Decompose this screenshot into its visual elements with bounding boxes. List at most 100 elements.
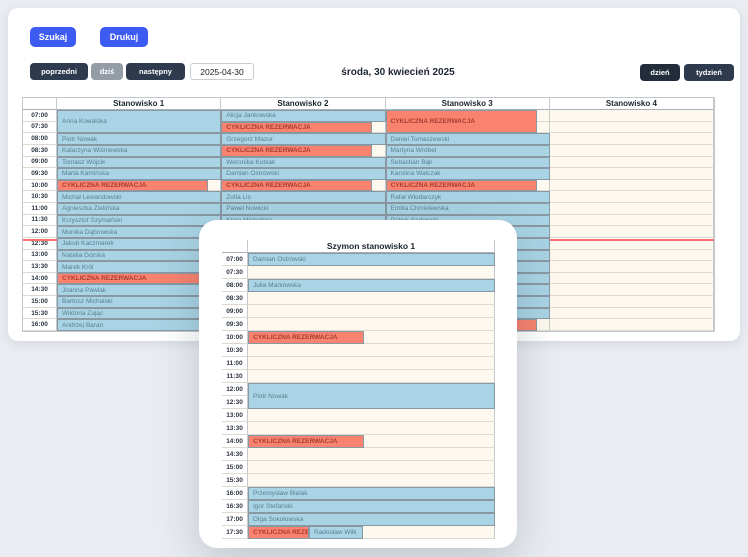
event-booking[interactable]: Marta Kamińska [57,168,222,180]
event-booking[interactable]: Emilia Chmielewska [385,203,550,215]
event-booking[interactable]: Andrzej Baran [57,319,222,331]
event-recurring[interactable]: CYKLICZNA REZERWACJA [57,272,209,285]
event-booking[interactable]: Radosław Wilk [309,526,364,539]
slot-cell[interactable] [549,191,714,204]
slot-cell[interactable] [549,144,714,157]
slot-cell[interactable] [248,344,495,357]
slot-cell[interactable] [248,370,495,383]
event-booking[interactable]: Marek Król [57,261,222,273]
slot-cell[interactable] [549,179,714,192]
previous-day-button[interactable]: poprzedni [30,63,88,80]
time-label: 16:00 [222,487,248,500]
event-recurring[interactable]: CYKLICZNA REZERWACJA [248,526,309,539]
event-booking[interactable]: Katarzyna Wiśniewska [57,144,222,157]
slot-cell[interactable] [248,318,495,331]
event-booking[interactable]: Jakub Kaczmarek [57,237,222,250]
slot-cell[interactable] [549,214,714,227]
slot-cell[interactable] [248,357,495,370]
time-label: 11:30 [222,370,248,383]
event-recurring[interactable]: CYKLICZNA REZERWACJA [248,435,365,448]
slot-cell[interactable] [248,422,495,435]
event-booking[interactable]: Joanna Pawlak [57,284,222,297]
event-booking[interactable]: Natalia Górska [57,249,222,262]
event-booking[interactable]: Tomasz Wójcik [57,156,222,169]
event-booking[interactable]: Daniel Tomaszewski [385,133,550,145]
time-label: 12:00 [23,226,57,238]
next-day-button[interactable]: następny [126,63,185,80]
event-booking[interactable]: Damian Ostrowski [221,168,386,180]
event-booking[interactable]: Przemysław Bielak [248,487,495,500]
slot-cell[interactable] [248,409,495,422]
time-label: 15:30 [222,474,248,487]
time-label: 14:30 [222,448,248,461]
column-header: Szymon stanowisko 1 [248,240,495,253]
event-booking[interactable]: Piotr Nowak [57,133,222,145]
event-booking[interactable]: Grzegorz Mazur [221,133,386,145]
slot-cell[interactable] [549,226,714,238]
slot-cell[interactable] [549,261,714,273]
event-booking[interactable]: Wiktoria Zając [57,307,222,320]
event-booking[interactable]: Weronika Kubiak [221,156,386,169]
event-booking[interactable]: Zofia Lis [221,191,386,204]
slot-cell[interactable] [549,249,714,262]
event-booking[interactable]: Igor Stefański [248,500,495,513]
slot-cell[interactable] [248,474,495,487]
event-booking[interactable]: Bartosz Michalski [57,296,222,308]
time-label: 17:30 [222,526,248,539]
week-view-button[interactable]: tydzień [684,64,734,81]
time-label: 08:00 [222,279,248,292]
slot-cell[interactable] [549,110,714,122]
event-booking[interactable]: Paweł Nowicki [221,203,386,215]
slot-cell[interactable] [549,296,714,308]
slot-cell[interactable] [248,461,495,474]
slot-cell[interactable] [549,133,714,145]
event-booking[interactable]: Michał Lewandowski [57,191,222,204]
event-booking[interactable]: Krzysztof Szymański [57,214,222,227]
event-booking[interactable]: Damian Ostrowski [248,253,495,266]
time-label: 15:00 [23,296,57,308]
slot-cell[interactable] [248,305,495,318]
today-button[interactable]: dziś [91,63,123,80]
event-booking[interactable]: Julia Markowska [248,279,495,292]
event-booking[interactable]: Olga Sokołowska [248,513,495,526]
time-label: 10:30 [222,344,248,357]
slot-cell[interactable] [549,284,714,297]
time-label: 11:30 [23,214,57,227]
slot-cell[interactable] [549,168,714,180]
event-booking[interactable]: Monika Dąbrowska [57,226,222,238]
slot-cell[interactable] [549,203,714,215]
event-booking[interactable]: Alicja Jankowska [221,110,386,122]
event-booking[interactable]: Karolina Walczak [385,168,550,180]
event-recurring[interactable]: CYKLICZNA REZERWACJA [248,331,365,344]
time-column-header [222,240,248,253]
slot-cell[interactable] [549,156,714,169]
print-button[interactable]: Drukuj [100,27,148,47]
slot-cell[interactable] [549,307,714,320]
event-booking[interactable]: Agnieszka Zielińska [57,203,222,215]
event-booking[interactable]: Sebastian Bąk [385,156,550,169]
event-recurring[interactable]: CYKLICZNA REZERWACJA [57,179,209,192]
day-view-button[interactable]: dzień [640,64,680,81]
slot-cell[interactable] [549,121,714,134]
time-label: 15:00 [222,461,248,474]
event-booking[interactable]: Rafał Włodarczyk [385,191,550,204]
event-recurring[interactable]: CYKLICZNA REZERWACJA [385,179,537,192]
slot-cell[interactable] [248,292,495,305]
slot-cell[interactable] [549,319,714,331]
event-recurring[interactable]: CYKLICZNA REZERWACJA [221,144,373,157]
slot-cell[interactable] [549,237,714,250]
employee-schedule-modal: Szymon stanowisko 1 07:00 07:30 08:00 08:30 0… [199,220,517,548]
time-label: 09:30 [222,318,248,331]
event-recurring[interactable]: CYKLICZNA REZERWACJA [221,179,373,192]
event-booking[interactable]: Piotr Nowak [248,383,495,409]
slot-cell[interactable] [248,448,495,461]
time-label: 11:00 [222,357,248,370]
slot-cell[interactable] [549,272,714,285]
event-booking[interactable]: Anna Kowalska [57,110,222,134]
event-recurring[interactable]: CYKLICZNA REZERWACJA [385,110,537,134]
event-recurring[interactable]: CYKLICZNA REZERWACJA [221,121,373,134]
search-button[interactable]: Szukaj [30,27,76,47]
event-booking[interactable]: Martyna Wróbel [385,144,550,157]
slot-cell[interactable] [248,266,495,279]
date-input[interactable] [190,63,254,80]
